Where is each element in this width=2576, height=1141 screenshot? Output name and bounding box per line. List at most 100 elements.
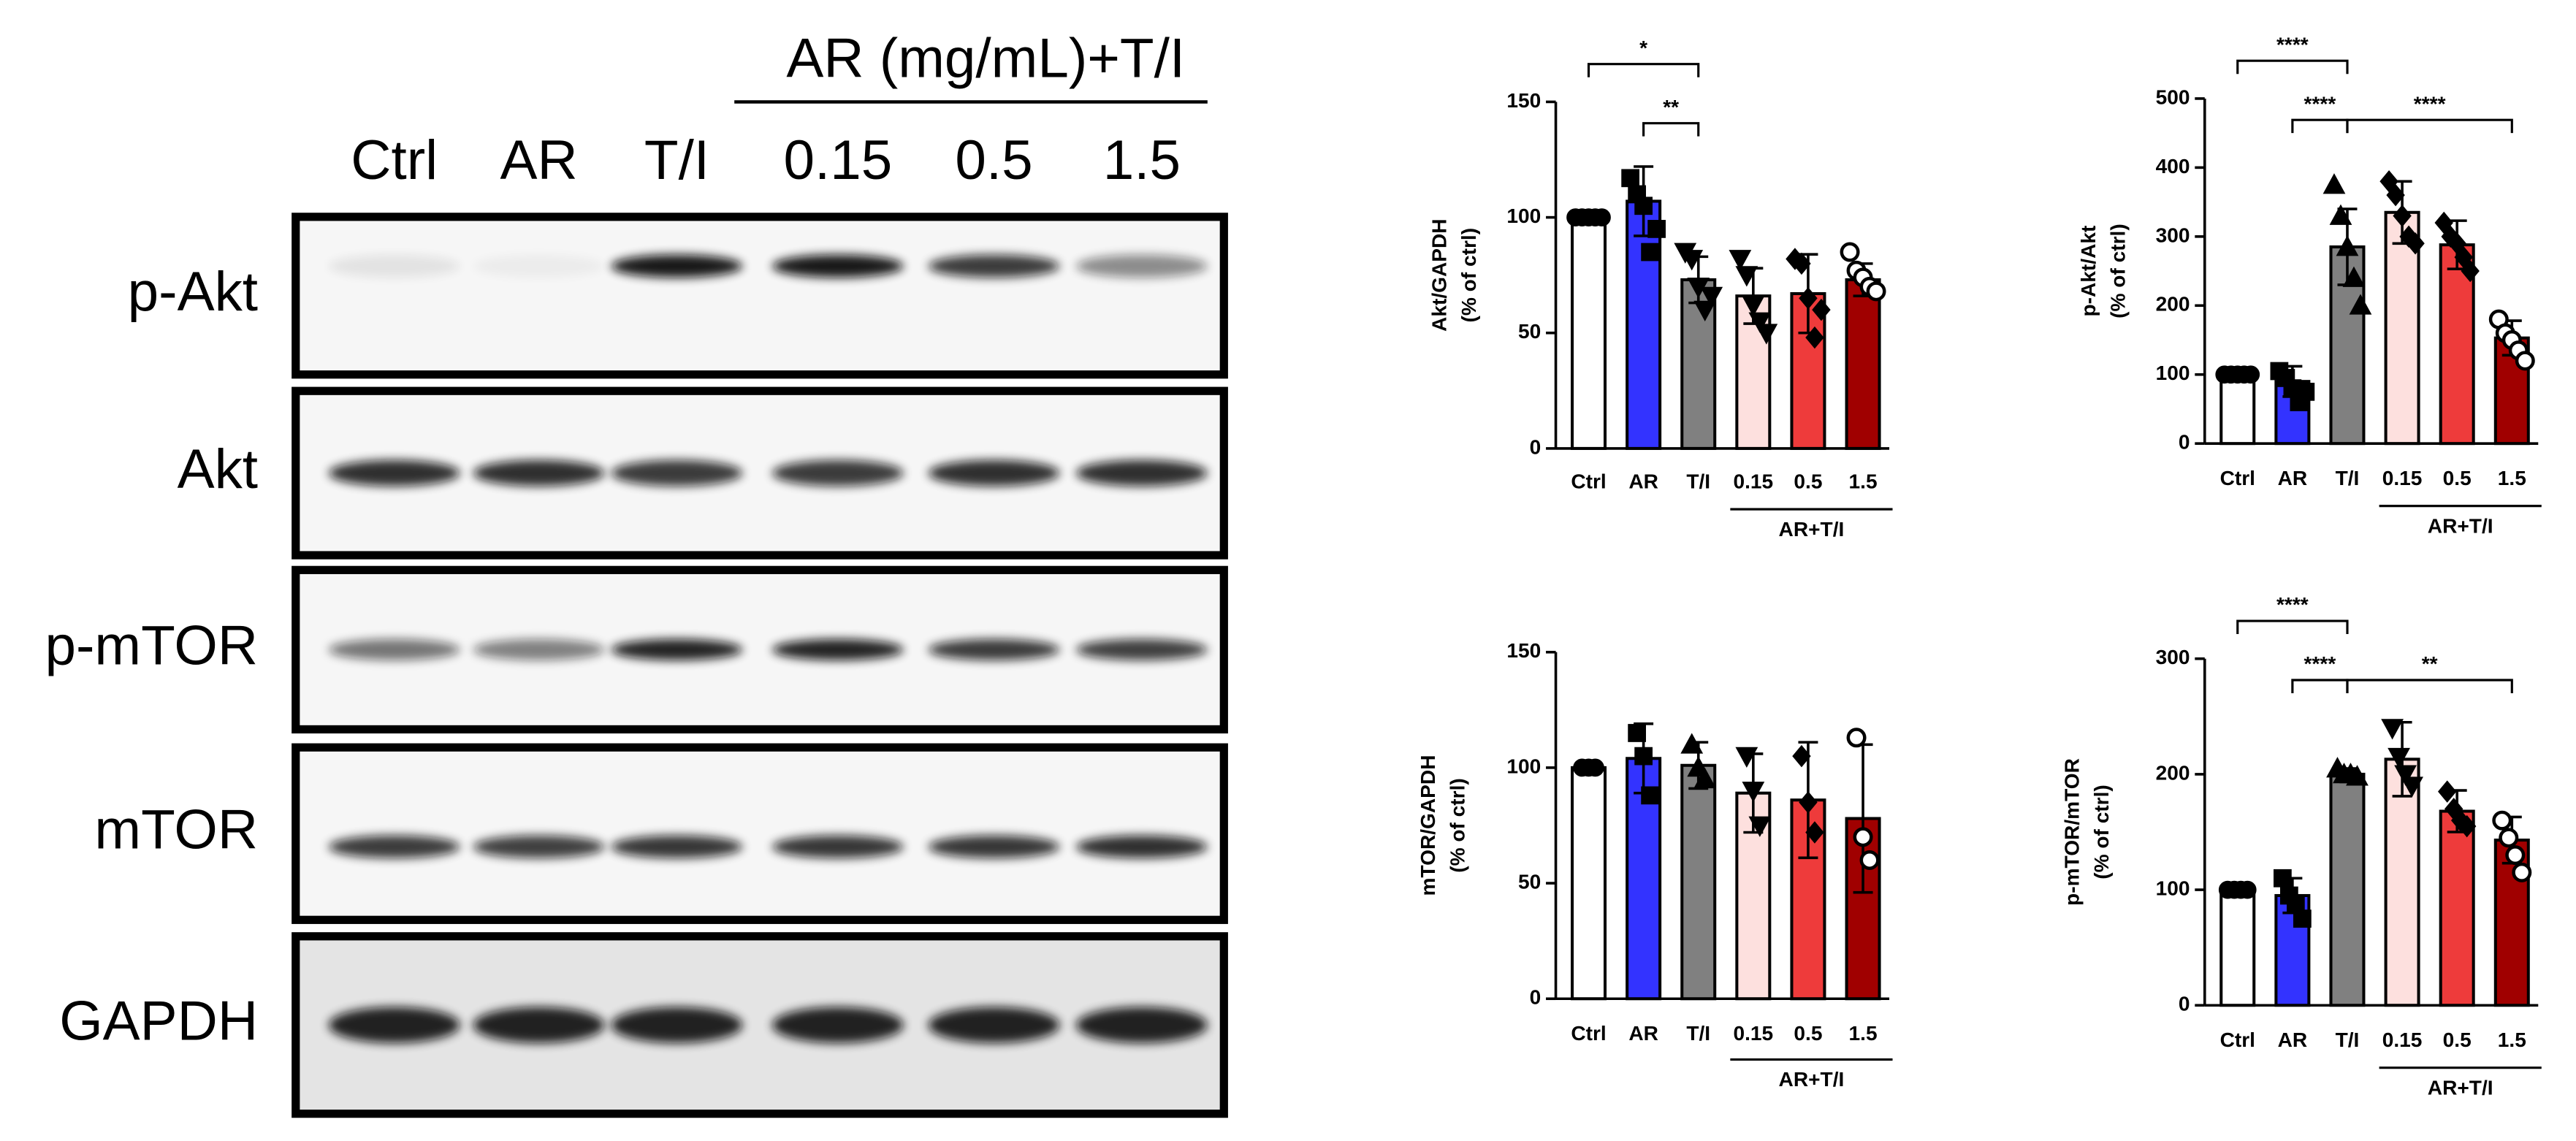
data-point [1840, 242, 1860, 262]
significance-label: * [1639, 37, 1647, 59]
x-tick-label: 0.5 [1794, 1022, 1822, 1045]
x-tick-label: 0.15 [1733, 1022, 1773, 1045]
y-axis-label: (% of ctrl) [1457, 228, 1480, 323]
data-point [2499, 828, 2519, 848]
x-tick-label: Ctrl [2220, 467, 2255, 489]
data-point [2274, 869, 2292, 888]
row-label: mTOR [94, 798, 258, 860]
data-point [1792, 744, 1811, 768]
significance-bracket [2346, 679, 2513, 693]
data-point [1621, 169, 1640, 188]
x-tick-label: AR [1628, 470, 1658, 493]
significance-bracket [1642, 122, 1700, 137]
data-point [2394, 765, 2417, 786]
significance-bracket [1587, 63, 1700, 77]
significance-label: ** [2422, 652, 2438, 675]
x-tick-label: 1.5 [1849, 1022, 1878, 1045]
y-tick-label: 0 [2179, 993, 2190, 1015]
y-tick-label: 150 [1506, 89, 1541, 112]
bar [1790, 291, 1826, 450]
significance-label: **** [2276, 33, 2309, 56]
data-point [1735, 266, 1758, 287]
lane-label: Ctrl [351, 129, 438, 191]
data-point [2447, 232, 2466, 255]
data-point [1634, 196, 1653, 215]
y-tick-label: 100 [2156, 877, 2190, 899]
y-tick-label: 200 [2156, 293, 2190, 316]
y-tick-label: 200 [2156, 761, 2190, 784]
lane-label: 0.5 [955, 129, 1032, 191]
y-tick-label: 500 [2156, 85, 2190, 108]
data-point [1641, 243, 1659, 262]
band [1075, 835, 1208, 858]
data-point [2401, 776, 2423, 798]
x-tick-label: Ctrl [1571, 1022, 1606, 1045]
data-point [1792, 252, 1811, 275]
data-point [1799, 791, 1818, 814]
band [928, 254, 1060, 278]
y-axis-label: (% of ctrl) [1446, 778, 1468, 873]
band [328, 835, 460, 858]
data-point [2296, 382, 2315, 401]
data-point [2329, 204, 2352, 225]
y-tick-label: 300 [2156, 646, 2190, 668]
data-point [1680, 250, 1704, 271]
data-point [1846, 728, 1867, 748]
group-label: AR+T/I [1779, 518, 1845, 541]
significance-bracket [2236, 619, 2349, 635]
bar [1680, 763, 1717, 1001]
row-label: p-Akt [128, 261, 258, 323]
x-tick-label: AR [1628, 1022, 1658, 1045]
data-point [2381, 719, 2404, 740]
lane-label: AR [500, 129, 577, 191]
y-tick-label: 100 [1506, 205, 1541, 227]
band [611, 459, 743, 486]
band [928, 1007, 1060, 1043]
band [328, 638, 460, 661]
x-tick-label: AR [2278, 467, 2308, 489]
y-tick-label: 0 [1530, 435, 1542, 458]
data-point [1742, 782, 1765, 803]
y-axis-label: (% of ctrl) [2090, 785, 2113, 879]
y-axis-label: mTOR/GAPDH [1417, 755, 1439, 896]
band [473, 254, 605, 278]
x-tick-label: 1.5 [1849, 470, 1878, 493]
band [473, 638, 605, 661]
charts: 0 50 100 150 Akt/GAPDH (% of ctrl) Ctrl AR T/I 0.… [1417, 33, 2542, 1099]
bar-chart: 0 50 100 150 Akt/GAPDH (% of ctrl) Ctrl AR T/I 0.… [1428, 37, 1893, 541]
data-point [1729, 250, 1752, 271]
lane-label: T/I [644, 129, 709, 191]
band [328, 1007, 460, 1043]
data-point [1647, 220, 1666, 238]
blot-panel [291, 743, 1228, 924]
bar-chart: 0 100 200 300 p-mTOR/mTOR (% of ctrl) Ctrl AR T/… [2060, 593, 2542, 1099]
data-point [2457, 814, 2477, 838]
band [473, 1007, 605, 1043]
data-point [2388, 747, 2410, 769]
data-point [1799, 287, 1818, 310]
x-tick-label: T/I [1686, 470, 1710, 493]
band [771, 835, 904, 858]
data-point [1748, 312, 1772, 333]
data-point [2505, 845, 2526, 866]
band [1075, 459, 1208, 486]
x-tick-label: 1.5 [2498, 1029, 2526, 1051]
bar [1626, 199, 1662, 450]
data-point [1693, 767, 1717, 789]
data-point [2434, 211, 2453, 234]
data-point [1748, 816, 1772, 837]
band [928, 835, 1060, 858]
bar [2219, 373, 2256, 446]
y-tick-label: 100 [1506, 755, 1541, 777]
data-point [1853, 827, 1873, 847]
x-tick-label: 1.5 [2498, 467, 2526, 489]
y-tick-label: 0 [1530, 986, 1542, 1009]
data-point [1693, 300, 1717, 321]
western-blot: Ctrl AR T/I 0.15 0.5 1.5 p-Akt Akt p-mTOR mTOR GAP… [45, 129, 1228, 1118]
significance-label: ** [1663, 96, 1679, 118]
band [328, 459, 460, 486]
band [1075, 1007, 1208, 1043]
data-point [1742, 296, 1765, 317]
y-tick-label: 150 [1506, 639, 1541, 662]
band [771, 459, 904, 486]
